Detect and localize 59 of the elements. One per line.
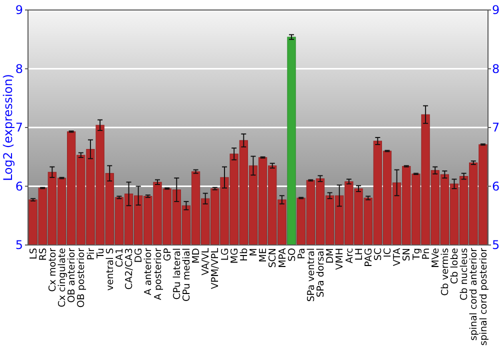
x-tick-label: MD (191, 248, 202, 264)
x-tick-label: OB anterior (66, 248, 78, 303)
x-tick-label: MG (229, 248, 240, 264)
y2-tick-label: 9 (492, 3, 500, 18)
x-tick-label: M (248, 248, 260, 256)
x-tick-label: A anterior (143, 248, 154, 296)
y-axis-title: Log2 (expression) (1, 74, 15, 181)
x-tick-label: GP (162, 248, 174, 262)
x-tick-label: SN (402, 248, 413, 262)
x-tick-label: CA2/CA3 (124, 248, 136, 290)
y-tick-label: 7 (15, 120, 23, 135)
y2-tick-label: 6 (492, 179, 500, 194)
x-tick-label: SO (286, 248, 298, 262)
x-tick-label: DG (134, 248, 145, 263)
x-tick-label: Tu (95, 248, 106, 260)
x-tick-label: Hb (238, 248, 250, 262)
x-tick-label: CPu lateral (172, 248, 183, 300)
x-tick-label: A posterior (152, 248, 164, 300)
x-tick-label: Cb lobe (450, 248, 461, 284)
x-tick-label: Cb nucleus (459, 248, 470, 300)
x-tick-label: Pn (420, 248, 432, 260)
x-tick-label: Tg (411, 248, 422, 261)
x-tick-label: CPu medial (182, 248, 193, 302)
x-tick-label: VPM/VPL (210, 247, 222, 290)
y-tick-label: 5 (15, 238, 23, 252)
x-tick-label: MVe (430, 248, 442, 268)
x-tick-label: RS (38, 248, 49, 261)
x-tick-label: PAG (363, 248, 374, 267)
y-tick-label: 8 (15, 62, 23, 76)
x-tick-label: Arc (344, 248, 356, 264)
x-tick-label: SC (372, 248, 384, 261)
x-tick-label: MPA (277, 248, 288, 268)
x-tick-label: LS (28, 248, 40, 260)
x-tick-label: OB posterior (76, 248, 88, 308)
x-tick-label: ventral S (104, 248, 116, 291)
x-tick-label: CA1 (114, 248, 126, 268)
x-tick-label: LH (354, 248, 365, 260)
x-tick-label: spinal cord anterior (468, 248, 480, 341)
x-tick-label: DM (325, 248, 336, 264)
y-tick-label: 9 (15, 3, 23, 18)
x-tick-label: spinal cord posterior (478, 248, 490, 346)
x-tick-label: ME (258, 248, 270, 262)
x-tick-label: VTA (392, 248, 404, 266)
x-tick-label: Cx motor (48, 248, 58, 292)
x-tick-label: Cx cingulate (57, 248, 68, 308)
x-tick-label: VA/VL (200, 247, 212, 276)
y2-tick-label: 5 (492, 238, 500, 252)
y-tick-label: 6 (15, 179, 23, 194)
y2-tick-label: 7 (492, 120, 500, 135)
x-tick-label: IC (382, 248, 394, 258)
x-tick-label: Cb vermis (440, 248, 452, 296)
x-tick-label: LG (220, 248, 231, 261)
x-tick-label: Pa (296, 248, 308, 260)
x-tick-label: SPa ventral (306, 248, 317, 302)
y2-tick-label: 8 (492, 62, 500, 76)
x-tick-label: Pir (86, 248, 97, 260)
x-tick-label: SPa dorsal (316, 248, 327, 298)
x-tick-label: SCN (268, 248, 279, 268)
x-tick-label: VMH (334, 248, 346, 270)
